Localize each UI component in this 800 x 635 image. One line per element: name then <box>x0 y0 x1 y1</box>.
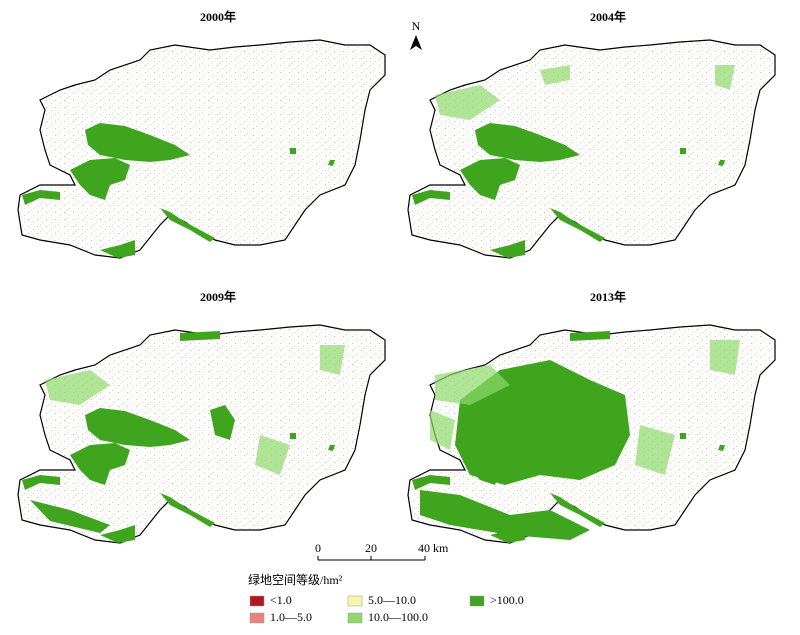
scale-bar: 0 20 40 km <box>315 541 449 561</box>
legend-label: 1.0—5.0 <box>270 610 312 624</box>
map-panel: 2000年 <box>17 9 386 259</box>
map-panel: 2013年 <box>407 289 776 544</box>
legend: 绿地空间等级/hm² <1.0 1.0—5.0 5.0—10.0 10.0—100.0… <box>248 572 524 624</box>
scale-label: 0 <box>315 541 321 555</box>
legend-swatch <box>469 595 485 607</box>
panel-title: 2013年 <box>590 289 626 304</box>
legend-label: 5.0—10.0 <box>368 593 416 607</box>
panel-title: 2000年 <box>200 9 236 24</box>
legend-label: >100.0 <box>490 593 524 607</box>
legend-title: 绿地空间等级/hm² <box>248 572 343 587</box>
panel-title: 2009年 <box>200 289 236 304</box>
north-arrow: N <box>410 19 422 50</box>
map-panel: 2009年 <box>17 289 386 544</box>
north-label: N <box>412 19 421 33</box>
scale-label: 40 km <box>418 541 449 555</box>
legend-swatch <box>347 612 363 624</box>
map-panel: 2004年 <box>407 9 776 259</box>
legend-swatch <box>347 595 363 607</box>
legend-swatch <box>249 595 265 607</box>
scale-label: 20 <box>365 541 377 555</box>
legend-swatch <box>249 612 265 624</box>
panel-title: 2004年 <box>590 9 626 24</box>
legend-label: <1.0 <box>270 593 292 607</box>
legend-label: 10.0—100.0 <box>368 610 428 624</box>
